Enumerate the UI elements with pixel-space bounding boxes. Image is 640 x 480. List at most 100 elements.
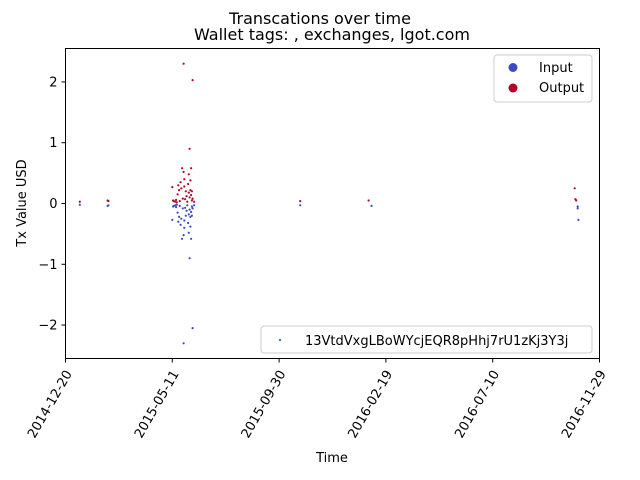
legend-marker-input — [508, 63, 518, 72]
data-point-input — [191, 327, 194, 330]
data-point-input — [187, 221, 190, 225]
data-point-output — [107, 200, 110, 203]
data-point-output — [78, 200, 81, 203]
data-point-input — [176, 211, 179, 214]
legend-label-output: Output — [539, 81, 584, 96]
data-point-input — [576, 207, 579, 210]
data-point-output — [189, 189, 192, 192]
data-point-output — [178, 200, 181, 203]
data-point-input — [576, 205, 579, 208]
y-tick-label: −1 — [38, 258, 57, 273]
data-point-output — [187, 182, 190, 186]
class-legend: Input Output — [493, 54, 593, 103]
data-point-input — [190, 214, 193, 217]
data-point-output — [185, 195, 188, 198]
x-tick-label: 2016-02-19 — [346, 368, 397, 441]
data-point-input — [178, 204, 181, 207]
data-point-input — [78, 203, 81, 206]
data-point-input — [171, 218, 174, 221]
data-point-input — [190, 237, 193, 240]
data-point-output — [183, 185, 186, 188]
data-point-input — [184, 206, 187, 209]
chart-title: Transcations over time — [228, 9, 411, 28]
data-point-output — [573, 187, 576, 190]
data-point-input — [107, 204, 110, 207]
series-legend-box — [260, 325, 593, 354]
data-point-output — [171, 186, 174, 189]
data-point-input — [175, 203, 178, 206]
y-axis-label: Tx Value USD — [15, 159, 30, 247]
data-point-input — [183, 226, 186, 229]
x-axis-label: Time — [315, 451, 348, 466]
data-point-output — [177, 184, 180, 187]
data-point-input — [179, 223, 182, 226]
axis-ticks: 2014-12-20 2015-05-11 2015-09-30 2016-02-19… — [25, 75, 610, 441]
data-point-input — [182, 342, 185, 345]
legend-marker-wallet — [278, 338, 282, 342]
data-point-output — [176, 193, 179, 196]
x-tick-label: 2016-07-10 — [452, 368, 503, 441]
data-point-input — [183, 219, 186, 222]
data-point-output — [190, 167, 193, 170]
data-point-output — [191, 79, 194, 82]
data-point-output — [175, 198, 178, 201]
y-tick-label: −2 — [38, 319, 57, 334]
y-tick-label: 2 — [49, 75, 57, 90]
series-legend: 13VtdVxgLBoWYcjEQR8pHhj7rU1zKj3Y3j — [260, 325, 593, 354]
data-point-output — [187, 173, 190, 176]
data-point-input — [299, 204, 302, 207]
x-tick-label: 2014-12-20 — [25, 368, 76, 441]
data-point-output — [180, 187, 183, 190]
data-point-output — [193, 200, 196, 203]
data-point-output — [182, 170, 185, 173]
data-point-input — [191, 207, 194, 210]
data-point-input — [190, 210, 193, 214]
data-point-input — [177, 220, 180, 223]
x-tick-label: 2016-11-29 — [559, 368, 610, 441]
legend-label-wallet: 13VtdVxgLBoWYcjEQR8pHhj7rU1zKj3Y3j — [305, 334, 568, 349]
data-point-input — [185, 209, 188, 212]
data-point-input — [182, 234, 185, 237]
data-point-input — [175, 206, 178, 209]
legend-label-input: Input — [539, 61, 573, 76]
data-point-output — [184, 198, 187, 201]
data-point-output — [189, 179, 192, 182]
data-point-output — [186, 200, 189, 203]
data-point-output — [190, 199, 193, 202]
x-tick-label: 2015-05-11 — [132, 368, 183, 441]
data-point-output — [187, 191, 190, 194]
data-point-input — [181, 237, 184, 240]
legend-marker-output — [508, 83, 518, 93]
data-point-input — [193, 204, 196, 207]
data-point-input — [189, 225, 192, 228]
data-point-input — [186, 204, 189, 207]
data-point-output — [179, 181, 182, 184]
data-point-output — [191, 197, 194, 200]
y-tick-label: 1 — [49, 136, 57, 151]
x-tick-label: 2015-09-30 — [239, 368, 290, 441]
y-tick-label: 0 — [49, 197, 57, 212]
data-point-input — [188, 257, 191, 260]
data-point-input — [184, 214, 187, 217]
plot-frame — [65, 48, 600, 359]
class-legend-box — [493, 54, 593, 103]
data-point-input — [181, 207, 184, 210]
data-point-output — [188, 147, 191, 150]
chart-subtitle: Wallet tags: , exchanges, lgot.com — [194, 25, 470, 44]
data-point-input — [187, 231, 190, 234]
data-point-input — [178, 215, 181, 218]
data-point-output — [190, 190, 193, 193]
data-point-input — [190, 205, 193, 208]
data-point-input — [188, 208, 191, 211]
data-point-input — [577, 218, 580, 221]
data-point-output — [184, 190, 187, 193]
data-point-input — [180, 217, 183, 220]
data-point-output — [178, 189, 181, 192]
data-point-output — [367, 199, 370, 202]
data-point-output — [299, 200, 302, 203]
data-point-input — [187, 213, 190, 216]
data-point-output — [181, 197, 184, 200]
data-point-output — [190, 193, 193, 197]
data-point-output — [175, 201, 178, 204]
data-point-output — [188, 196, 191, 199]
